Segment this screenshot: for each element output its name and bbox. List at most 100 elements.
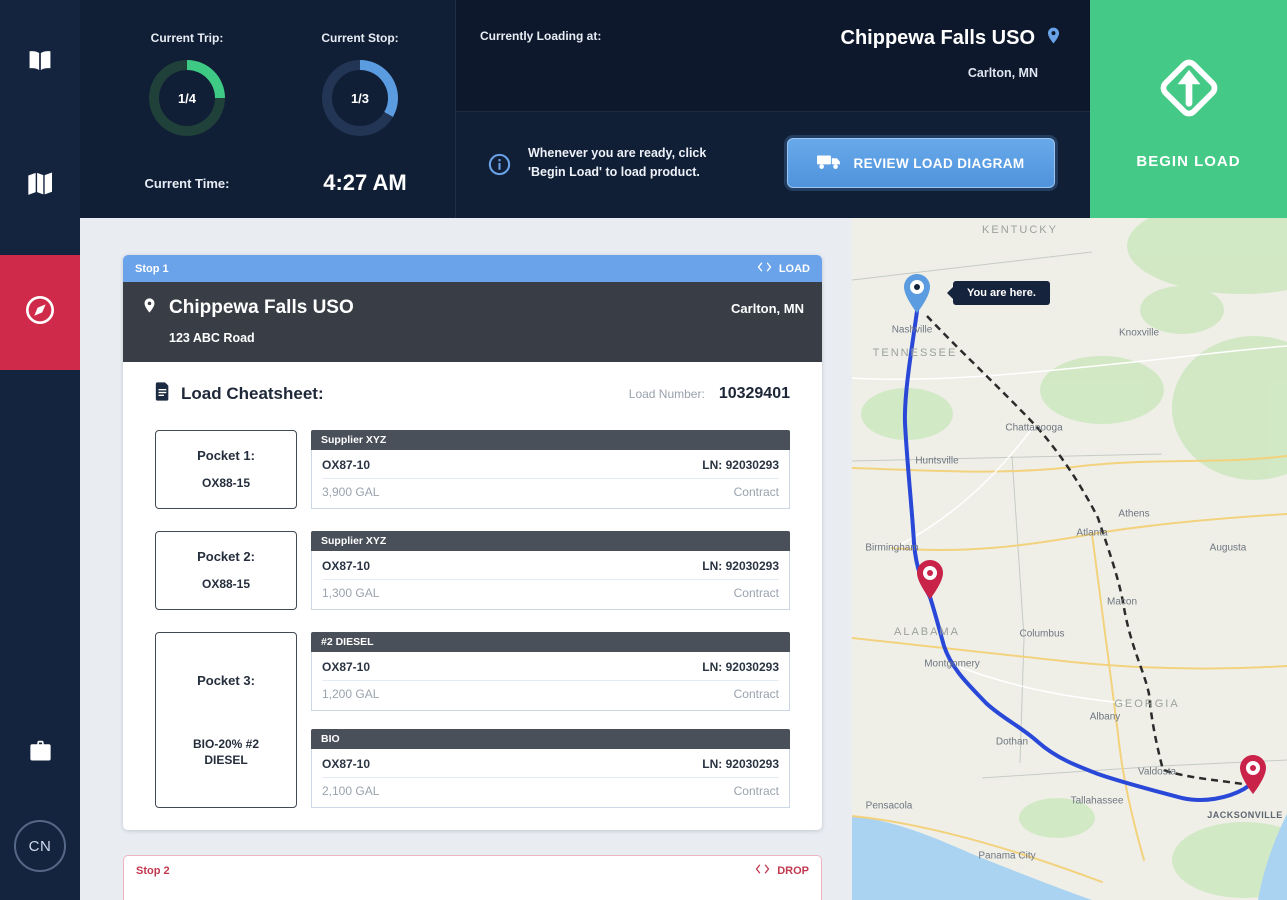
sidebar-item-current-trip[interactable]: [0, 255, 80, 370]
current-stop-value: 1/3: [350, 90, 370, 106]
stop-pin-2: [1240, 755, 1266, 794]
map-roads: [852, 455, 1287, 883]
stop1-city: Carlton, MN: [731, 300, 804, 316]
document-icon: [155, 382, 170, 406]
product-type: Contract: [733, 687, 779, 701]
stop1-header-bar: Stop 1 LOAD: [123, 255, 822, 282]
compass-icon: [24, 294, 56, 331]
current-stop-donut: 1/3: [322, 60, 398, 136]
sidebar-item-map[interactable]: [0, 162, 80, 210]
product-code: OX87-10: [322, 458, 371, 472]
map-forest-areas: [861, 218, 1287, 898]
stop1-action-label: LOAD: [778, 262, 810, 275]
review-load-diagram-button[interactable]: REVIEW LOAD DIAGRAM: [787, 138, 1055, 188]
stop1-load-badge[interactable]: LOAD: [757, 262, 810, 275]
instruction-text: Whenever you are ready, click 'Begin Loa…: [528, 146, 707, 179]
review-button-label: REVIEW LOAD DIAGRAM: [853, 155, 1025, 171]
load-number-value: 10329401: [718, 385, 790, 402]
product-card: Supplier XYZ OX87-10 LN: 92030293 3,900 …: [311, 430, 790, 509]
map-minor-roads: [852, 345, 1287, 705]
stop1-card: Stop 1 LOAD C: [123, 255, 822, 830]
pocket2-label: Pocket 2:: [197, 549, 255, 564]
pocket-row-1: Pocket 1: OX88-15 Supplier XYZ OX87-10 L…: [155, 430, 790, 509]
loading-location-name: Chippewa Falls USO: [840, 26, 1035, 49]
load-chevrons-icon: [757, 262, 772, 275]
map-canvas: [852, 218, 1287, 900]
info-icon: [488, 153, 511, 181]
product-code: OX87-10: [322, 559, 371, 573]
begin-load-icon: [1149, 48, 1229, 133]
stop1-body: Load Cheatsheet: Load Number: 10329401 P…: [123, 362, 822, 830]
briefcase-icon: [27, 739, 54, 769]
stop1-label: Stop 1: [135, 262, 169, 275]
location-pin-icon: [141, 297, 158, 319]
truck-icon: [817, 154, 843, 173]
current-trip-value: 1/4: [177, 90, 197, 106]
sidebar-item-jobs[interactable]: [0, 730, 80, 778]
product-ln: LN: 92030293: [702, 458, 779, 472]
begin-load-button[interactable]: BEGIN LOAD: [1090, 0, 1287, 218]
pocket1-label: Pocket 1:: [197, 448, 255, 463]
route-map[interactable]: KENTUCKY Nashville TENNESSEE Knoxville Chatt…: [852, 218, 1287, 900]
stop2-label: Stop 2: [136, 864, 170, 877]
stop2-drop-badge[interactable]: DROP: [755, 864, 809, 877]
product-type: Contract: [733, 586, 779, 600]
open-book-icon: [25, 48, 55, 80]
loading-panel: Currently Loading at: Chippewa Falls USO…: [455, 0, 1091, 218]
product-ln: LN: 92030293: [702, 559, 779, 573]
stop-pin-1: [917, 560, 943, 599]
current-time-value: 4:27 AM: [323, 170, 407, 195]
map-alternate-route: [926, 315, 1244, 786]
product-card: BIO OX87-10 LN: 92030293 2,100 GAL Contr…: [311, 729, 790, 808]
product-ln: LN: 92030293: [702, 757, 779, 771]
product-supplier: Supplier XYZ: [311, 531, 790, 551]
pocket3-label: Pocket 3:: [197, 672, 255, 688]
pocket3-box: Pocket 3: BIO-20% #2 DIESEL: [155, 632, 297, 808]
map-water: [852, 814, 1287, 900]
pocket1-product: OX88-15: [201, 476, 251, 490]
loading-location-box: Currently Loading at: Chippewa Falls USO…: [456, 0, 1091, 112]
avatar-initials: CN: [28, 837, 52, 855]
loading-instruction-box: Whenever you are ready, click 'Begin Loa…: [456, 112, 1091, 218]
product-type: Contract: [733, 784, 779, 798]
current-stop-label: Current Stop:: [321, 31, 399, 45]
product-volume: 1,200 GAL: [322, 687, 380, 701]
pocket1-box: Pocket 1: OX88-15: [155, 430, 297, 509]
drop-chevrons-icon: [755, 864, 770, 877]
load-number-label: Load Number:: [628, 387, 705, 401]
location-pin-icon: [1044, 26, 1063, 50]
avatar[interactable]: CN: [14, 820, 66, 872]
stop1-address: 123 ABC Road: [169, 331, 255, 345]
stop2-card: Stop 2 DROP: [123, 855, 822, 900]
product-card: Supplier XYZ OX87-10 LN: 92030293 1,300 …: [311, 531, 790, 610]
product-code: OX87-10: [322, 660, 371, 674]
product-ln: LN: 92030293: [702, 660, 779, 674]
product-volume: 2,100 GAL: [322, 784, 380, 798]
map-active-route: [902, 309, 1253, 802]
folded-map-icon: [26, 171, 54, 202]
pocket2-product: OX88-15: [201, 577, 251, 591]
stop1-location-header: Chippewa Falls USO Carlton, MN 123 ABC R…: [123, 282, 822, 362]
pocket2-box: Pocket 2: OX88-15: [155, 531, 297, 610]
product-supplier: BIO: [311, 729, 790, 749]
sidebar-item-guide[interactable]: [0, 40, 80, 88]
trip-stats: Current Trip: Current Stop: 1/4 1/3 Curr…: [80, 0, 455, 218]
current-trip-label: Current Trip:: [150, 31, 224, 45]
product-code: OX87-10: [322, 757, 371, 771]
current-trip-donut: 1/4: [149, 60, 225, 136]
current-location-pin: [904, 274, 930, 313]
pocket-row-2: Pocket 2: OX88-15 Supplier XYZ OX87-10 L…: [155, 531, 790, 610]
loading-location-city: Carlton, MN: [967, 66, 1038, 80]
product-supplier: Supplier XYZ: [311, 430, 790, 450]
product-volume: 3,900 GAL: [322, 485, 380, 499]
loading-at-label: Currently Loading at:: [480, 29, 602, 43]
pocket3-product: BIO-20% #2 DIESEL: [192, 736, 260, 767]
you-are-here-tooltip: You are here.: [953, 281, 1050, 305]
header: Current Trip: Current Stop: 1/4 1/3 Curr…: [80, 0, 1091, 218]
stop1-name: Chippewa Falls USO: [169, 297, 354, 318]
product-volume: 1,300 GAL: [322, 586, 380, 600]
product-type: Contract: [733, 485, 779, 499]
cheatsheet-title: Load Cheatsheet:: [181, 384, 324, 403]
main-content: Stop 1 LOAD C: [80, 218, 852, 900]
